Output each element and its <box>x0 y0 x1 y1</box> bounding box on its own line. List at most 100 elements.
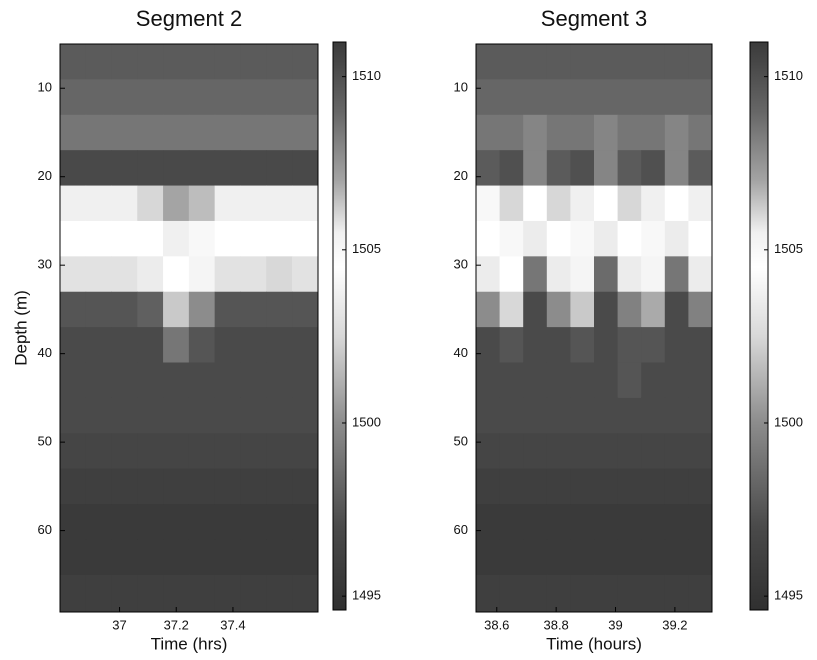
heatmap-cell <box>188 291 216 328</box>
heatmap-cell <box>137 79 164 116</box>
heatmap-cell <box>60 114 87 151</box>
heatmap-cell <box>85 574 112 613</box>
heatmap-cell <box>499 256 524 293</box>
heatmap-cell <box>137 220 164 257</box>
heatmap-cell <box>499 362 524 399</box>
heatmap-cell <box>594 574 619 613</box>
heatmap-cell <box>476 327 501 364</box>
heatmap-cell <box>163 539 190 576</box>
heatmap-cell <box>664 79 689 116</box>
heatmap-cell <box>594 397 619 434</box>
heatmap-cell <box>570 150 595 187</box>
heatmap-cell <box>570 362 595 399</box>
heatmap-cell <box>523 185 548 222</box>
heatmap-cell <box>85 291 112 328</box>
y-axis-label: Depth (m) <box>11 290 30 366</box>
heatmap-cell <box>664 504 689 540</box>
colorbar-tick-label: 1500 <box>352 414 381 429</box>
heatmap-cell <box>188 327 216 364</box>
heatmap-cell <box>476 79 501 116</box>
heatmap-cell <box>85 256 112 293</box>
heatmap-cell <box>292 397 319 434</box>
heatmap-cell <box>163 504 190 540</box>
heatmap-cell <box>60 291 87 328</box>
heatmap-cell <box>499 504 524 540</box>
y-tick-label: 40 <box>454 345 468 360</box>
heatmap-cell <box>292 291 319 328</box>
heatmap-cell <box>240 539 267 576</box>
heatmap-cell <box>688 150 713 187</box>
heatmap-cell <box>664 433 689 470</box>
heatmap-cell <box>523 256 548 293</box>
heatmap-cell <box>85 185 112 222</box>
heatmap-cell <box>214 114 241 151</box>
heatmap-cell <box>163 291 190 328</box>
heatmap-cell <box>214 256 241 293</box>
heatmap-cell <box>85 220 112 257</box>
heatmap-cell <box>188 397 216 434</box>
heatmap-cell <box>137 256 164 293</box>
heatmap-cell <box>641 185 666 222</box>
heatmap-cell <box>240 150 267 187</box>
heatmap-cell <box>188 185 216 222</box>
colorbar-tick-label: 1505 <box>774 241 803 256</box>
heatmap-cell <box>60 185 87 222</box>
y-tick-label: 30 <box>38 257 52 272</box>
heatmap-cell <box>111 256 138 293</box>
heatmap-cell <box>617 185 642 222</box>
heatmap-cell <box>570 539 595 576</box>
plot-frame <box>475 43 713 613</box>
heatmap-cell <box>570 433 595 470</box>
heatmap-cell <box>240 433 267 470</box>
heatmap-cell <box>240 291 267 328</box>
heatmap-cell <box>546 220 571 257</box>
heatmap-cell <box>664 362 689 399</box>
heatmap-cell <box>641 220 666 257</box>
heatmap-cell <box>240 220 267 257</box>
heatmap-cell <box>688 327 713 364</box>
heatmap-cell <box>688 256 713 293</box>
heatmap-cell <box>546 256 571 293</box>
heatmap-cell <box>137 397 164 434</box>
heatmap-cell <box>499 44 524 80</box>
heatmap-cell <box>688 362 713 399</box>
heatmap-cell <box>688 44 713 80</box>
heatmap-cell <box>476 256 501 293</box>
heatmap-cell <box>594 220 619 257</box>
heatmap-cell <box>617 44 642 80</box>
heatmap-cell <box>664 574 689 613</box>
heatmap-cell <box>60 79 87 116</box>
heatmap-cell <box>476 362 501 399</box>
y-tick-label: 10 <box>454 80 468 95</box>
heatmap-cell <box>688 504 713 540</box>
heatmap-cell <box>664 539 689 576</box>
heatmap-cell <box>188 79 216 116</box>
heatmap-cell <box>214 220 241 257</box>
heatmap-cell <box>188 574 216 613</box>
heatmap-cell <box>266 220 293 257</box>
heatmap-cell <box>266 327 293 364</box>
heatmap-cell <box>617 468 642 505</box>
heatmap-cell <box>163 433 190 470</box>
heatmap-cell <box>688 291 713 328</box>
heatmap-cell <box>523 150 548 187</box>
heatmap-cell <box>111 79 138 116</box>
colorbar-tick-label: 1510 <box>774 68 803 83</box>
heatmap-cell <box>641 291 666 328</box>
heatmap-cell <box>617 291 642 328</box>
heatmap-cell <box>641 574 666 613</box>
heatmap-cell <box>60 468 87 505</box>
heatmap-cell <box>688 539 713 576</box>
heatmap-cell <box>111 539 138 576</box>
heatmap-cell <box>163 397 190 434</box>
heatmap-cell <box>664 327 689 364</box>
heatmap-cell <box>137 44 164 80</box>
heatmap-cell <box>617 574 642 613</box>
heatmap-cell <box>60 397 87 434</box>
heatmap-cell <box>292 433 319 470</box>
heatmap-cell <box>570 114 595 151</box>
heatmap-cell <box>499 327 524 364</box>
heatmap-cell <box>499 114 524 151</box>
heatmap-cell <box>60 504 87 540</box>
